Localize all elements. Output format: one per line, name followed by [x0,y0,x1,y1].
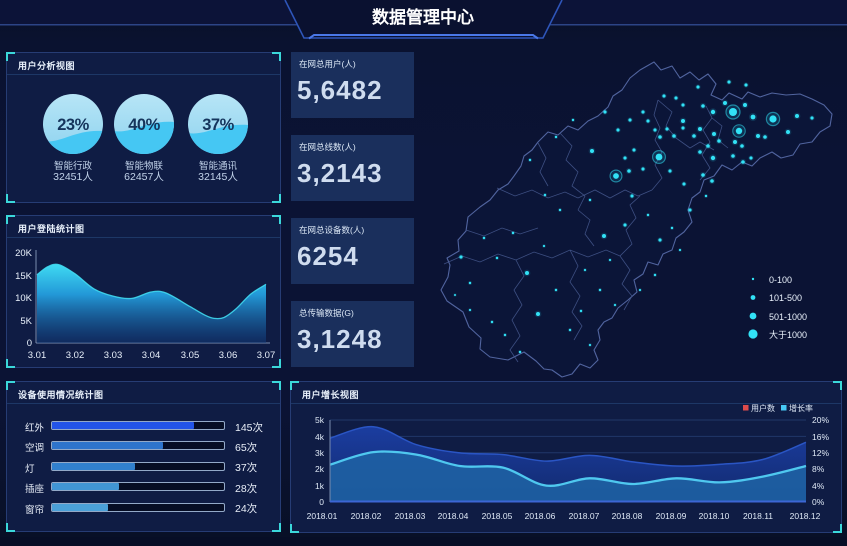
svg-text:3.04: 3.04 [142,350,161,361]
svg-text:101-500: 101-500 [769,293,802,303]
svg-text:8%: 8% [812,464,825,474]
svg-text:15K: 15K [15,271,33,282]
svg-text:2018.05: 2018.05 [482,511,513,521]
svg-text:3.05: 3.05 [181,350,200,361]
svg-text:2018.07: 2018.07 [569,511,600,521]
svg-text:0-100: 0-100 [769,275,792,285]
svg-text:2018.11: 2018.11 [743,511,773,521]
svg-text:16%: 16% [812,432,829,442]
svg-text:23%: 23% [57,116,89,134]
svg-text:0: 0 [27,338,32,349]
svg-text:3k: 3k [315,448,325,458]
svg-text:40%: 40% [128,116,160,134]
svg-text:4%: 4% [812,481,825,491]
svg-text:2018.02: 2018.02 [351,511,382,521]
svg-text:智能行政: 智能行政 [54,160,93,172]
svg-text:智能通讯: 智能通讯 [199,160,238,172]
svg-text:大于1000: 大于1000 [769,329,807,340]
svg-text:2018.01: 2018.01 [307,511,338,521]
svg-text:1k: 1k [315,481,325,491]
svg-text:智能物联: 智能物联 [125,160,164,172]
svg-text:3.07: 3.07 [257,350,276,361]
svg-text:3.01: 3.01 [28,350,47,361]
svg-text:0: 0 [319,497,324,507]
svg-text:2018.09: 2018.09 [656,511,687,521]
svg-text:4k: 4k [315,432,325,442]
svg-text:2018.06: 2018.06 [525,511,556,521]
svg-text:32145人: 32145人 [198,171,238,183]
svg-text:0%: 0% [812,497,825,507]
svg-text:2018.12: 2018.12 [790,511,821,521]
svg-text:20K: 20K [15,248,33,259]
svg-text:用户数: 用户数 [751,403,775,413]
svg-text:20%: 20% [812,415,829,425]
svg-text:2k: 2k [315,464,325,474]
svg-text:501-1000: 501-1000 [769,312,807,322]
svg-text:32451人: 32451人 [53,171,93,183]
svg-text:10K: 10K [15,293,33,304]
svg-text:2018.08: 2018.08 [612,511,643,521]
svg-text:3.06: 3.06 [219,350,238,361]
svg-text:5k: 5k [315,415,325,425]
svg-text:37%: 37% [202,116,234,134]
svg-text:62457人: 62457人 [124,171,164,183]
svg-text:12%: 12% [812,448,829,458]
svg-text:5K: 5K [20,316,32,327]
svg-text:2018.10: 2018.10 [699,511,730,521]
svg-text:3.02: 3.02 [66,350,85,361]
svg-text:增长率: 增长率 [789,403,813,413]
svg-text:数据管理中心: 数据管理中心 [372,7,474,27]
svg-text:2018.04: 2018.04 [438,511,469,521]
svg-text:2018.03: 2018.03 [395,511,426,521]
svg-text:3.03: 3.03 [104,350,123,361]
